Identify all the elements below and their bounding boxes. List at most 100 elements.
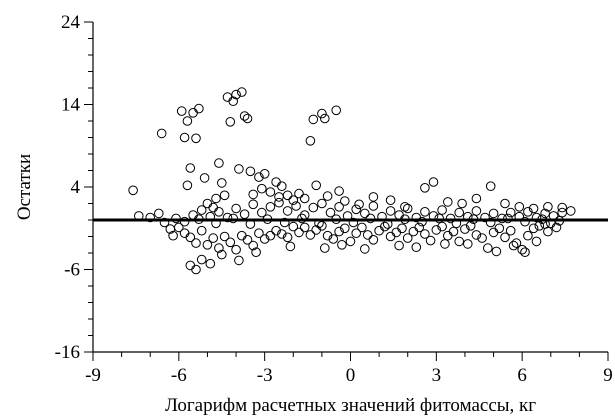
data-point <box>282 206 293 216</box>
data-point <box>317 198 327 209</box>
x-tick-label: 0 <box>346 365 356 386</box>
y-tick-label: 4 <box>71 177 81 198</box>
data-point <box>557 202 568 213</box>
data-point <box>445 213 456 224</box>
data-point <box>362 230 373 240</box>
data-point <box>202 240 213 250</box>
data-point <box>483 243 493 253</box>
data-point <box>277 229 287 239</box>
data-point <box>211 193 221 204</box>
data-point <box>265 202 276 212</box>
data-point <box>245 166 256 177</box>
data-point <box>305 230 316 240</box>
data-point <box>214 207 224 217</box>
x-tick-label: 3 <box>432 365 442 386</box>
data-point <box>179 216 190 227</box>
data-point <box>254 228 264 238</box>
data-point <box>431 225 442 235</box>
data-point <box>325 207 336 218</box>
data-point <box>225 237 236 248</box>
data-point <box>351 204 362 215</box>
data-point <box>251 247 261 257</box>
x-axis-title: Логарифм расчетных значений фитомассы, к… <box>165 395 536 416</box>
data-point <box>145 212 155 223</box>
data-point <box>288 195 299 205</box>
data-point <box>311 180 322 191</box>
data-point <box>471 206 482 216</box>
data-point <box>282 190 293 201</box>
x-tick-label: -6 <box>171 365 187 386</box>
data-point <box>345 236 356 247</box>
data-point <box>194 103 204 114</box>
data-point <box>517 244 528 255</box>
data-point <box>231 244 241 255</box>
data-point <box>299 193 310 204</box>
x-tick-label: 6 <box>517 365 527 386</box>
data-point <box>205 258 216 269</box>
data-point <box>437 221 447 232</box>
data-point <box>191 264 201 275</box>
data-point <box>508 240 519 251</box>
data-point <box>365 213 376 224</box>
data-point <box>191 133 201 144</box>
data-point <box>360 208 370 219</box>
data-point <box>248 199 258 210</box>
data-point <box>299 222 310 233</box>
data-point <box>523 230 533 241</box>
data-point <box>348 217 359 228</box>
data-point <box>354 199 364 210</box>
data-point <box>322 191 333 201</box>
data-point <box>248 189 258 200</box>
data-point <box>188 210 198 220</box>
data-point <box>265 230 276 241</box>
data-point <box>488 208 499 219</box>
data-point <box>505 207 516 218</box>
data-point <box>566 206 576 216</box>
data-point <box>196 225 207 236</box>
data-point <box>391 227 402 238</box>
axis-ticks <box>84 21 609 361</box>
data-point <box>242 235 253 245</box>
data-point <box>397 223 407 234</box>
data-point <box>271 177 281 187</box>
data-point <box>543 202 553 212</box>
data-point <box>185 260 196 271</box>
data-point <box>285 241 296 252</box>
data-point <box>265 187 276 197</box>
data-point <box>222 92 233 102</box>
data-point <box>477 233 487 243</box>
data-point <box>340 223 350 234</box>
data-point <box>179 132 190 143</box>
y-tick-label: -16 <box>55 342 80 363</box>
data-point <box>368 201 379 211</box>
data-point <box>257 183 267 194</box>
data-point <box>520 216 530 227</box>
data-point <box>428 177 439 187</box>
data-point <box>185 232 196 243</box>
data-points <box>128 87 576 275</box>
data-point <box>196 205 207 215</box>
x-tick-label: 9 <box>603 365 613 386</box>
data-point <box>294 227 304 238</box>
data-point <box>308 114 319 125</box>
data-point <box>297 213 307 224</box>
data-point <box>414 222 425 233</box>
data-point <box>443 230 453 241</box>
data-point <box>242 113 253 124</box>
y-axis-title: Остатки <box>14 154 35 220</box>
data-point <box>351 228 362 238</box>
data-point <box>374 225 384 236</box>
data-point <box>208 233 218 243</box>
data-point <box>271 225 281 236</box>
data-point <box>485 217 496 228</box>
data-point <box>254 172 264 182</box>
data-point <box>528 223 539 234</box>
data-point <box>331 105 342 116</box>
data-point <box>334 186 344 196</box>
data-point <box>174 222 184 233</box>
data-point <box>340 196 350 206</box>
data-point <box>234 164 244 174</box>
data-point <box>531 212 542 223</box>
data-point <box>294 188 304 199</box>
